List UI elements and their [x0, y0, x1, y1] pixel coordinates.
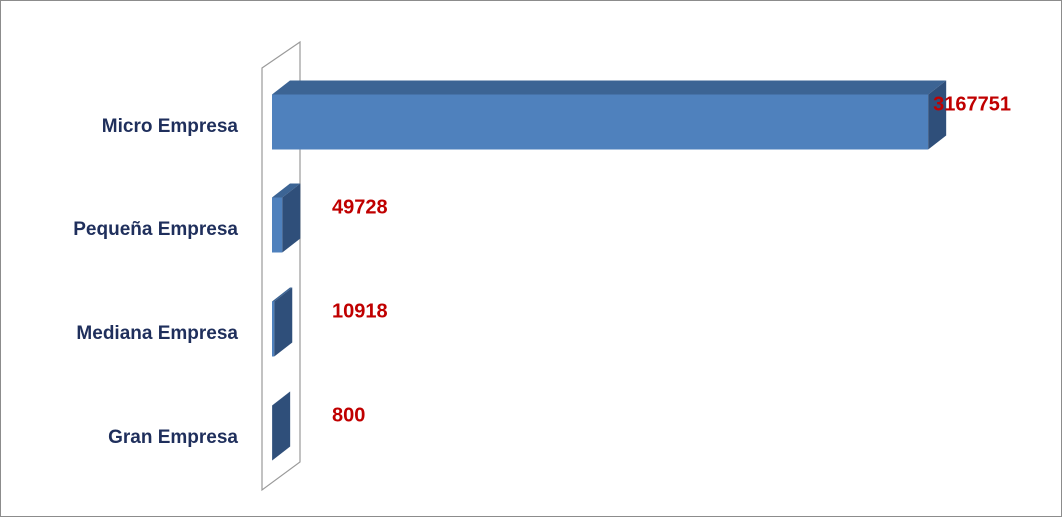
- category-label: Pequeña Empresa: [73, 219, 238, 240]
- value-label: 3167751: [933, 93, 1011, 115]
- bar-front: [272, 94, 929, 150]
- category-label: Gran Empresa: [108, 427, 238, 448]
- value-label: 10918: [332, 300, 388, 322]
- bar-top: [272, 183, 301, 198]
- bar-side: [282, 183, 301, 253]
- bar-side: [274, 287, 293, 357]
- value-label: 800: [332, 404, 365, 426]
- bar-front: [272, 197, 283, 253]
- bar-front: [272, 301, 275, 357]
- bar-top: [272, 391, 291, 406]
- bar-side: [928, 80, 947, 150]
- category-label: Mediana Empresa: [76, 323, 238, 344]
- category-label: Micro Empresa: [102, 116, 239, 137]
- bar-top: [272, 80, 947, 95]
- bar-side: [272, 391, 291, 461]
- value-label: 49728: [332, 196, 388, 218]
- bar-top: [272, 287, 293, 302]
